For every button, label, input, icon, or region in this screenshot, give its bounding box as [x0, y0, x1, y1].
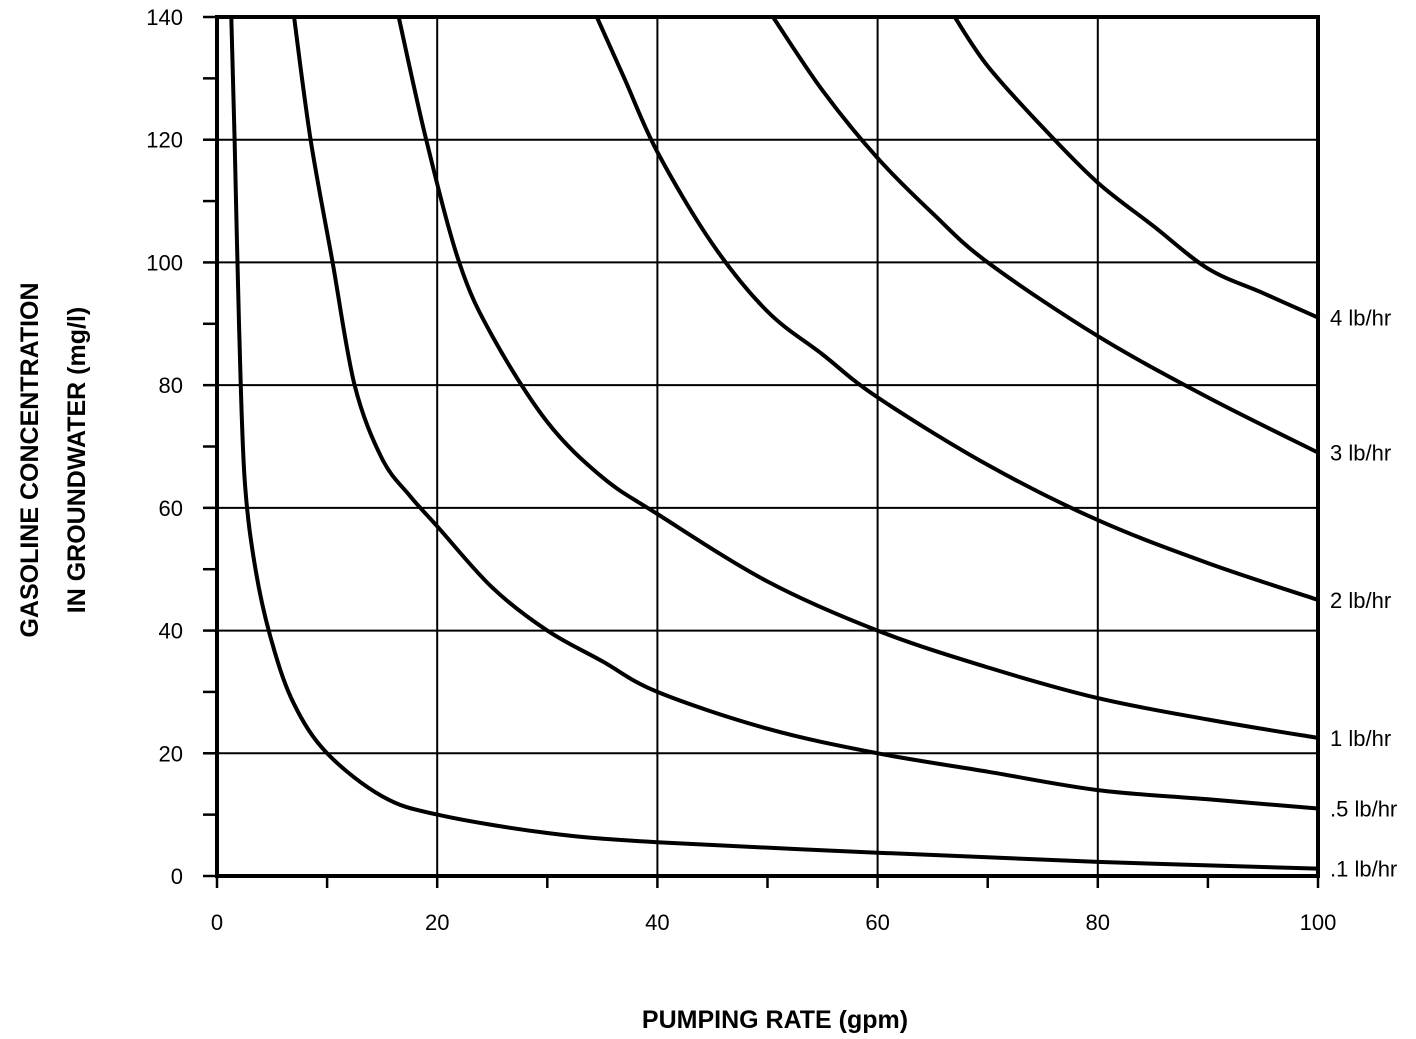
y-tick-label-40: 40: [159, 619, 183, 644]
plot-frame: [215, 15, 1320, 878]
curve-series-0: [229, 15, 1320, 871]
x-tick-label-100: 100: [1300, 910, 1337, 935]
x-tick-label-60: 60: [865, 910, 889, 935]
x-tick-label-0: 0: [211, 910, 223, 935]
series-label-1: .5 lb/hr: [1330, 797, 1397, 822]
curves: [229, 15, 1320, 871]
y-tick-label-80: 80: [159, 373, 183, 398]
series-label-0: .1 lb/hr: [1330, 857, 1397, 882]
y-tick-labels: 0 20 40 60 80 100 120 140: [146, 5, 183, 889]
series-labels: .1 lb/hr .5 lb/hr 1 lb/hr 2 lb/hr 3 lb/hr 4 l…: [1330, 306, 1397, 882]
y-tick-label-0: 0: [171, 864, 183, 889]
y-axis-title-line1: GASOLINE CONCENTRATION: [16, 282, 44, 637]
y-tick-label-20: 20: [159, 741, 183, 766]
y-axis-title-line2: IN GROUNDWATER (mg/l): [63, 307, 91, 613]
minor-tick-marks: [203, 15, 1320, 888]
series-label-5: 4 lb/hr: [1330, 306, 1391, 331]
series-label-4: 3 lb/hr: [1330, 441, 1391, 466]
x-tick-label-20: 20: [425, 910, 449, 935]
x-tick-label-80: 80: [1086, 910, 1110, 935]
curve-series-3: [594, 15, 1320, 602]
x-tick-labels: 0 20 40 60 80 100: [211, 910, 1336, 935]
y-tick-label-100: 100: [146, 250, 183, 275]
y-tick-label-120: 120: [146, 128, 183, 153]
curve-series-2: [396, 15, 1320, 740]
series-label-2: 1 lb/hr: [1330, 726, 1391, 751]
series-label-3: 2 lb/hr: [1330, 588, 1391, 613]
x-axis-title: PUMPING RATE (gpm): [642, 1006, 908, 1034]
curve-series-4: [771, 15, 1320, 455]
x-tick-label-40: 40: [645, 910, 669, 935]
y-tick-label-140: 140: [146, 5, 183, 30]
curve-series-1: [292, 15, 1320, 811]
grid-lines: [216, 16, 1319, 877]
y-tick-label-60: 60: [159, 496, 183, 521]
curve-series-5: [952, 15, 1320, 320]
